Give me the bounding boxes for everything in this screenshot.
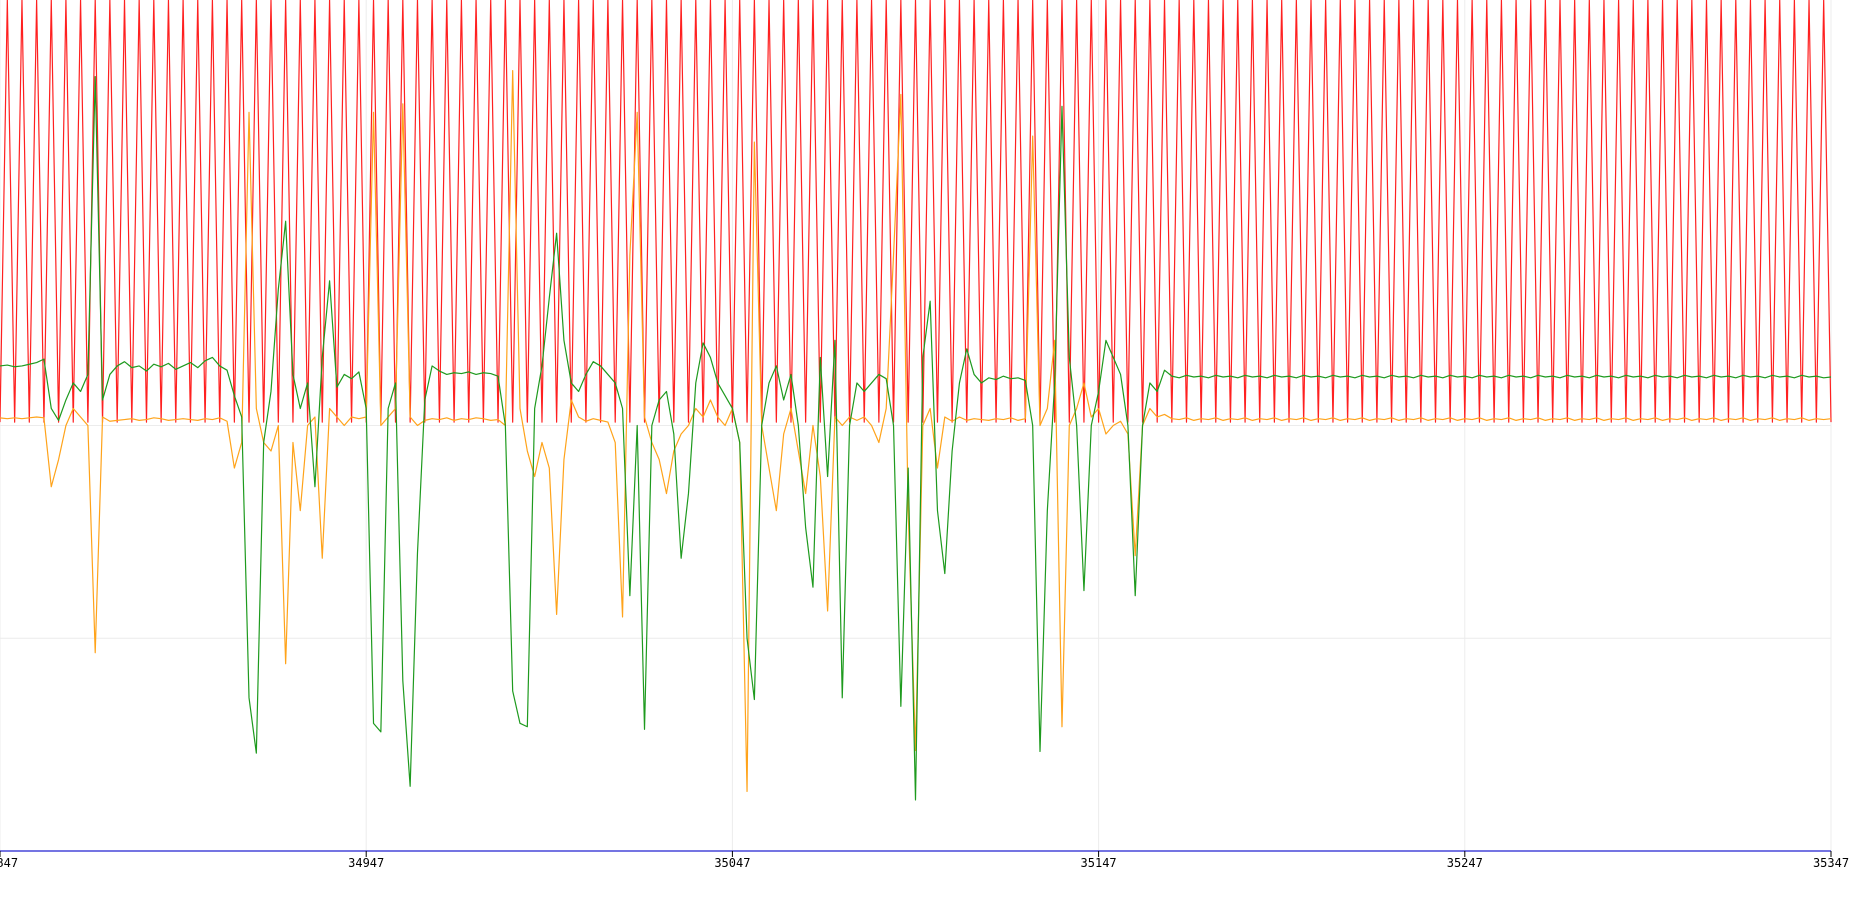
series-line	[0, 75, 1832, 801]
x-tick-label: 34847	[0, 856, 18, 870]
x-tick-label: 35247	[1447, 856, 1483, 870]
x-tick-label: 35147	[1081, 856, 1117, 870]
series-line	[0, 70, 1832, 793]
x-tick-label: 35047	[714, 856, 750, 870]
series-line	[0, 0, 1832, 423]
x-tick-label: 34947	[348, 856, 384, 870]
x-tick-label: 35347	[1813, 856, 1849, 870]
